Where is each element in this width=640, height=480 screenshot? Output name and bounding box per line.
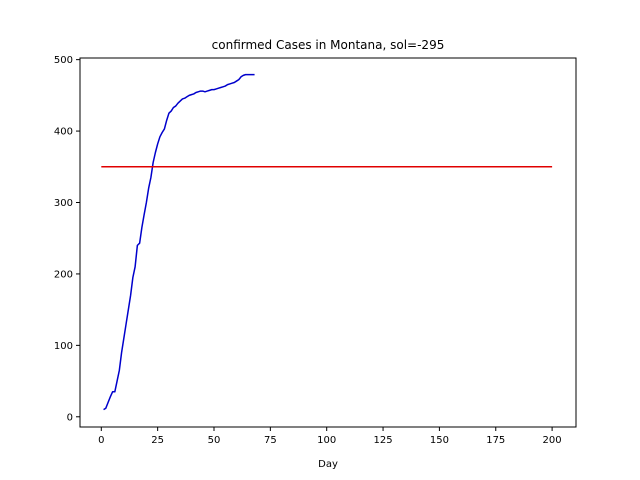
x-tick-label: 25: [151, 435, 164, 446]
x-tick-label: 200: [543, 435, 562, 446]
x-tick-label: 75: [264, 435, 277, 446]
x-tick-label: 150: [430, 435, 449, 446]
x-axis-label: Day: [318, 459, 338, 470]
x-tick-label: 125: [374, 435, 393, 446]
y-tick-label: 200: [54, 269, 73, 280]
x-ticks: 0 25 50 75 100 125 150 175 200: [98, 427, 562, 446]
x-tick-label: 50: [208, 435, 221, 446]
x-tick-label: 0: [98, 435, 104, 446]
x-tick-label: 175: [486, 435, 505, 446]
y-ticks: 0 100 200 300 400 500: [54, 55, 80, 423]
chart-title: confirmed Cases in Montana, sol=-295: [212, 38, 445, 52]
series-layer: [101, 73, 553, 411]
plot-frame: [79, 57, 577, 428]
y-tick-label: 500: [54, 55, 73, 66]
x-tick-label: 100: [317, 435, 336, 446]
y-tick-label: 100: [54, 341, 73, 352]
y-tick-label: 0: [67, 412, 73, 423]
series-line-0: [103, 73, 255, 411]
y-tick-label: 300: [54, 198, 73, 209]
y-tick-label: 400: [54, 127, 73, 138]
